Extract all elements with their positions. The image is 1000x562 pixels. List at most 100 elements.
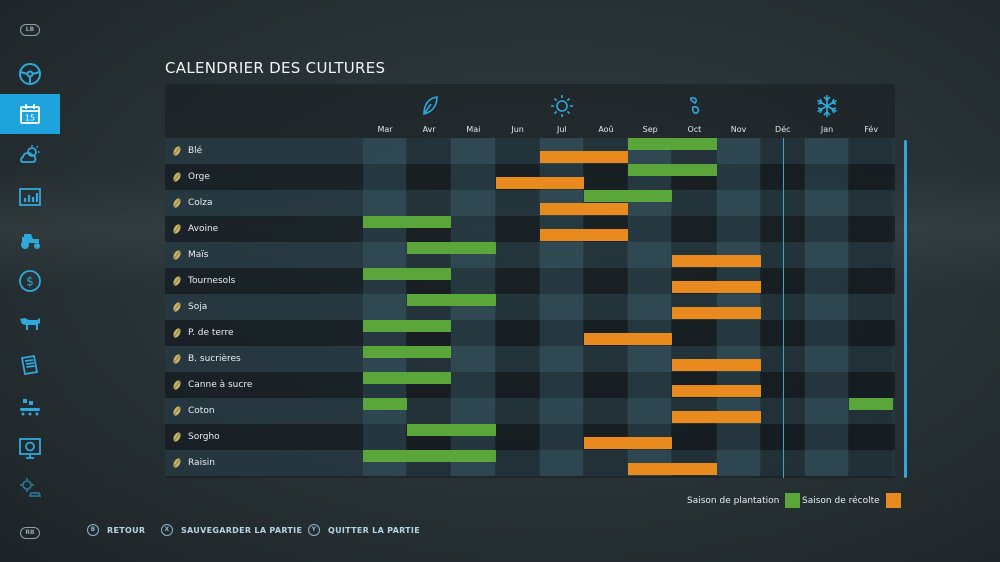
crop-row[interactable]: Avoine xyxy=(165,216,895,242)
save-game-button[interactable]: X SAUVEGARDER LA PARTIE xyxy=(161,524,302,536)
crop-name: Soja xyxy=(188,302,208,312)
crop-name-cell: P. de terre xyxy=(165,320,363,346)
calendar-cell xyxy=(407,398,451,424)
sidebar-item-map[interactable] xyxy=(0,54,60,94)
planting-bar xyxy=(407,242,496,254)
calendar-cell xyxy=(363,242,407,268)
planting-bar xyxy=(363,320,452,332)
crop-name: Canne à sucre xyxy=(188,380,253,390)
crop-row[interactable]: Orge xyxy=(165,164,895,190)
sidebar-item-finances[interactable]: $ xyxy=(0,261,60,301)
sidebar-item-production[interactable] xyxy=(0,387,60,427)
sidebar-item-animals[interactable] xyxy=(0,303,60,343)
crop-row[interactable]: Coton xyxy=(165,398,895,424)
calendar-cell xyxy=(628,294,672,320)
planting-bar xyxy=(363,216,452,228)
crop-row[interactable]: Blé xyxy=(165,138,895,164)
quit-game-button[interactable]: Y QUITTER LA PARTIE xyxy=(308,524,420,536)
calendar-cell xyxy=(495,398,539,424)
calendar-scrollbar[interactable] xyxy=(904,140,907,478)
calendar-cell xyxy=(539,424,583,450)
harvest-bar xyxy=(672,307,761,319)
planting-bar xyxy=(628,164,717,176)
calendar-cell xyxy=(451,216,495,242)
sidebar-item-help[interactable] xyxy=(0,428,60,468)
calendar-cell xyxy=(805,398,849,424)
crop-row[interactable]: Sorgho xyxy=(165,424,895,450)
calendar-cell xyxy=(805,372,849,398)
crop-row[interactable]: B. sucrières xyxy=(165,346,895,372)
calendar-cell xyxy=(495,294,539,320)
svg-text:15: 15 xyxy=(25,114,35,123)
month-label: Oct xyxy=(687,125,702,134)
sugarbeet-icon xyxy=(170,352,184,366)
planting-bar xyxy=(407,424,496,436)
sidebar-item-contracts[interactable] xyxy=(0,345,60,385)
y-button-glyph: Y xyxy=(308,524,320,536)
crop-calendar: Mar Avr Mai Jun Jul Aoû Sep Oct Nov Déc Jan Fév Blé… xyxy=(165,84,895,478)
lb-bumper-badge[interactable]: LB xyxy=(20,24,40,36)
calendar-cell xyxy=(805,450,849,476)
crop-name: Maïs xyxy=(188,250,209,260)
planting-bar xyxy=(628,138,717,150)
calendar-cell xyxy=(849,346,893,372)
month-label: Déc xyxy=(775,125,791,134)
calendar-cell xyxy=(584,268,628,294)
calendar-cell xyxy=(584,294,628,320)
crop-name: P. de terre xyxy=(188,328,234,338)
crop-name: Sorgho xyxy=(188,432,220,442)
crop-row[interactable]: Tournesols xyxy=(165,268,895,294)
help-icon xyxy=(19,438,41,459)
planting-bar xyxy=(363,450,496,462)
planting-bar xyxy=(584,190,673,202)
calendar-cell xyxy=(407,138,451,164)
crop-row[interactable]: Canne à sucre xyxy=(165,372,895,398)
sugarcane-icon xyxy=(170,378,184,392)
calendar-cell xyxy=(849,138,893,164)
crop-name: Colza xyxy=(188,198,213,208)
sidebar-item-statistics[interactable] xyxy=(0,177,60,217)
calendar-cell xyxy=(805,294,849,320)
legend-planting: Saison de plantation xyxy=(687,493,801,508)
calendar-cell xyxy=(628,242,672,268)
crop-name-cell: Sorgho xyxy=(165,424,363,450)
crop-row[interactable]: P. de terre xyxy=(165,320,895,346)
back-button[interactable]: B RETOUR xyxy=(87,524,145,536)
crop-name: Orge xyxy=(188,172,210,182)
crop-row[interactable]: Raisin xyxy=(165,450,895,476)
crop-row[interactable]: Soja xyxy=(165,294,895,320)
calendar-cell xyxy=(672,216,716,242)
month-label: Avr xyxy=(422,125,436,134)
calendar-cell xyxy=(539,268,583,294)
calendar-cell xyxy=(407,164,451,190)
calendar-cell xyxy=(628,372,672,398)
save-game-button-label: SAUVEGARDER LA PARTIE xyxy=(181,525,303,535)
calendar-cell xyxy=(849,190,893,216)
crop-name-cell: Coton xyxy=(165,398,363,424)
calendar-cell xyxy=(805,268,849,294)
planting-bar xyxy=(363,346,452,358)
crop-row[interactable]: Colza xyxy=(165,190,895,216)
calendar-cell xyxy=(672,320,716,346)
sidebar-item-settings[interactable] xyxy=(0,468,60,508)
x-button-glyph: X xyxy=(161,524,173,536)
calendar-cell xyxy=(451,346,495,372)
calendar-cell xyxy=(495,242,539,268)
month-label: Jan xyxy=(820,125,834,134)
crop-name-cell: Tournesols xyxy=(165,268,363,294)
sidebar-item-vehicles[interactable] xyxy=(0,219,60,259)
month-label: Jul xyxy=(556,125,567,134)
calendar-cell xyxy=(584,372,628,398)
wheat-icon xyxy=(170,144,184,158)
rb-bumper-badge[interactable]: RB xyxy=(20,527,40,539)
sunflower-icon xyxy=(170,274,184,288)
crop-name: Raisin xyxy=(188,458,215,468)
legend-harvest: Saison de récolte xyxy=(802,493,901,508)
month-label: Mar xyxy=(377,125,393,134)
sidebar-item-calendar[interactable]: 15 xyxy=(0,94,60,134)
sidebar-item-weather[interactable] xyxy=(0,135,60,175)
calendar-cell xyxy=(805,138,849,164)
crop-row[interactable]: Maïs xyxy=(165,242,895,268)
statistics-icon xyxy=(19,188,41,206)
calendar-cell xyxy=(760,216,804,242)
